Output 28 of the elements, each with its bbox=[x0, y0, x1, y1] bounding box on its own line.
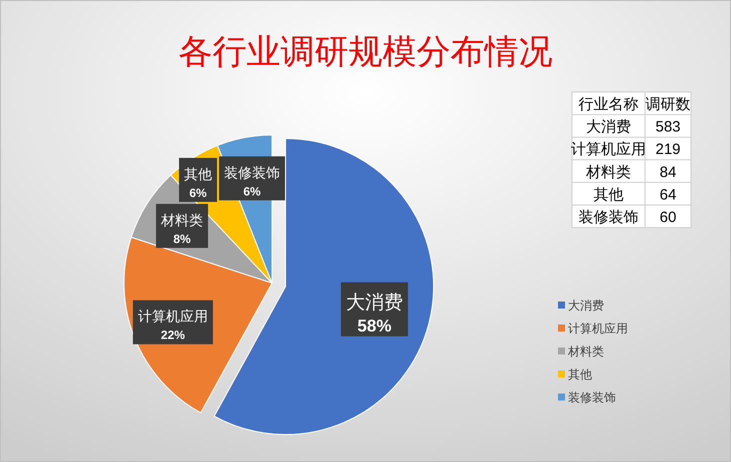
data-label: 60 bbox=[660, 209, 676, 226]
legend-label: 计算机应用 bbox=[568, 322, 628, 336]
slice-label: 其他 bbox=[184, 166, 212, 182]
slice-label: 材料类 bbox=[161, 212, 204, 228]
slice-label: 计算机应用 bbox=[138, 308, 208, 324]
table-row-label: 其他 bbox=[594, 186, 624, 204]
data-label: 84 bbox=[660, 164, 676, 181]
data-label: 583 bbox=[655, 118, 681, 136]
table-row-label: 材料类 bbox=[586, 164, 631, 181]
chart-title: 各行业调研规模分布情况 bbox=[178, 33, 552, 71]
table-row-label: 计算机应用 bbox=[571, 141, 646, 158]
legend-label: 材料类 bbox=[568, 344, 604, 358]
slice-label: 装修装饰 bbox=[224, 164, 280, 180]
table-row-label: 大消费 bbox=[586, 118, 631, 136]
slice-label: 大消费 bbox=[346, 292, 403, 314]
table-row-label: 装修装饰 bbox=[578, 209, 638, 226]
legend-label: 大消费 bbox=[568, 298, 604, 312]
data-label: 219 bbox=[655, 141, 681, 158]
legend-label: 装修装饰 bbox=[568, 390, 616, 404]
data-label: 22% bbox=[160, 328, 185, 342]
legend-label: 其他 bbox=[568, 368, 592, 382]
table-header: 行业名称 bbox=[578, 96, 638, 113]
data-label: 6% bbox=[243, 184, 261, 198]
data-label: 8% bbox=[173, 232, 191, 246]
data-label: 64 bbox=[660, 186, 676, 204]
table-header: 调研数 bbox=[646, 96, 690, 113]
data-label: 6% bbox=[189, 186, 207, 200]
data-label: 58% bbox=[357, 316, 392, 336]
